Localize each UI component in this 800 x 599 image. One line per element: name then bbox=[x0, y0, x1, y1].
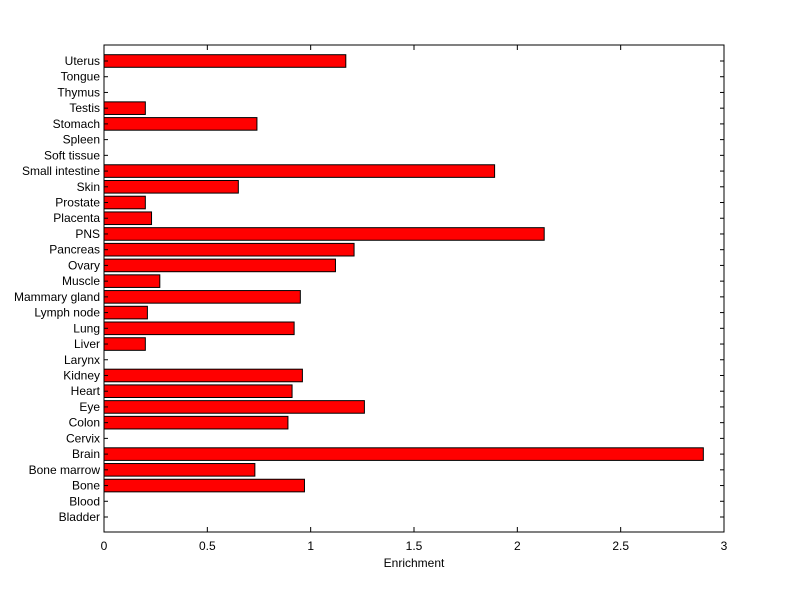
x-tick-label: 0.5 bbox=[199, 539, 216, 553]
y-tick-label: Kidney bbox=[63, 368, 100, 382]
y-tick-label: Eye bbox=[79, 400, 100, 414]
bar-stomach bbox=[103, 117, 258, 131]
y-tick-label: Larynx bbox=[64, 353, 100, 367]
bar-testis bbox=[103, 101, 146, 115]
y-tick-label: Placenta bbox=[53, 211, 100, 225]
y-tick-label: Bladder bbox=[59, 510, 100, 524]
x-tick-label: 3 bbox=[721, 539, 728, 553]
y-tick-label: Prostate bbox=[55, 196, 100, 210]
bar-mammary-gland bbox=[103, 290, 301, 304]
y-tick-label: Uterus bbox=[65, 54, 100, 68]
y-tick-label: Tongue bbox=[61, 70, 101, 84]
bar-pns bbox=[103, 227, 545, 241]
bar-brain bbox=[103, 447, 704, 461]
bar-eye bbox=[103, 400, 365, 414]
y-tick-label: Muscle bbox=[62, 274, 100, 288]
bar-heart bbox=[103, 384, 293, 399]
bar-lymph-node bbox=[103, 305, 148, 320]
y-tick-label: Stomach bbox=[53, 117, 100, 131]
y-tick-label: Cervix bbox=[66, 431, 100, 445]
y-tick-label: Pancreas bbox=[49, 243, 100, 257]
y-tick-label: Lymph node bbox=[34, 306, 100, 320]
y-tick-label: Mammary gland bbox=[14, 290, 100, 304]
bar-bone bbox=[103, 478, 305, 493]
x-tick-label: 0 bbox=[101, 539, 108, 553]
y-tick-label: Liver bbox=[74, 337, 100, 351]
y-tick-label: Heart bbox=[71, 384, 101, 398]
plot-frame bbox=[103, 44, 725, 533]
y-tick-label: Soft tissue bbox=[44, 148, 100, 162]
x-tick-label: 1 bbox=[307, 539, 314, 553]
y-tick-label: Colon bbox=[69, 416, 100, 430]
bar-uterus bbox=[103, 54, 347, 68]
bar-muscle bbox=[103, 274, 161, 288]
y-tick-label: PNS bbox=[75, 227, 100, 241]
bar-prostate bbox=[103, 195, 146, 210]
y-tick-label: Small intestine bbox=[22, 164, 100, 178]
x-tick-label: 2 bbox=[514, 539, 521, 553]
bar-lung bbox=[103, 321, 295, 336]
bar-skin bbox=[103, 179, 239, 194]
y-tick-label: Testis bbox=[69, 101, 100, 115]
bar-bone-marrow bbox=[103, 463, 256, 477]
y-tick-label: Spleen bbox=[63, 133, 100, 147]
y-tick-label: Bone marrow bbox=[29, 463, 101, 477]
y-tick-label: Lung bbox=[73, 321, 100, 335]
bar-kidney bbox=[103, 368, 303, 383]
bar-pancreas bbox=[103, 242, 355, 257]
bar-small-intestine bbox=[103, 164, 496, 178]
bar-ovary bbox=[103, 258, 336, 273]
y-tick-label: Brain bbox=[72, 447, 100, 461]
x-tick-label: 2.5 bbox=[612, 539, 629, 553]
y-tick-label: Ovary bbox=[68, 258, 100, 272]
y-tick-label: Skin bbox=[77, 180, 100, 194]
y-tick-label: Bone bbox=[72, 479, 100, 493]
x-axis-title: Enrichment bbox=[384, 556, 445, 570]
x-tick-label: 1.5 bbox=[406, 539, 423, 553]
y-tick-label: Blood bbox=[69, 494, 100, 508]
y-tick-label: Thymus bbox=[57, 85, 100, 99]
bar-placenta bbox=[103, 211, 153, 226]
bar-liver bbox=[103, 337, 146, 351]
bar-colon bbox=[103, 415, 289, 430]
